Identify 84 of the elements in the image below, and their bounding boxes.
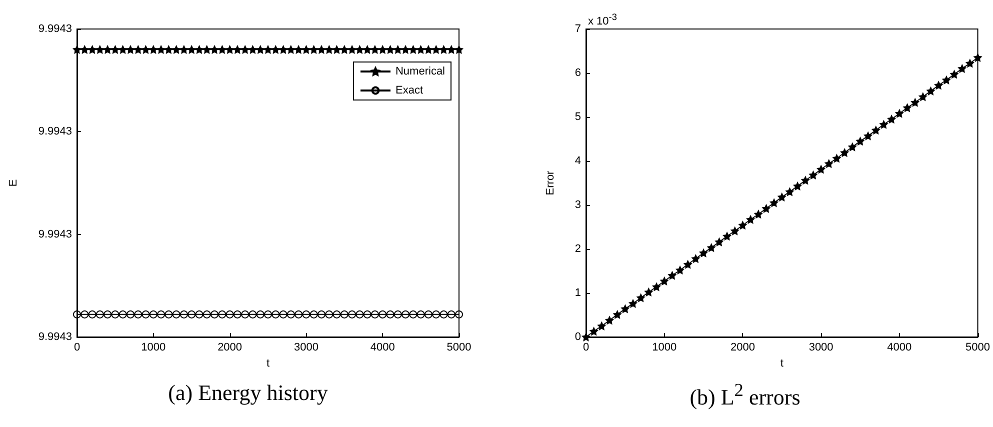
point — [590, 327, 598, 336]
x-tick-label: 4000 — [370, 342, 395, 354]
text: (a) Energy history — [167, 380, 329, 406]
point — [966, 59, 974, 68]
point — [700, 248, 708, 257]
point — [918, 92, 927, 101]
point — [848, 142, 856, 151]
y-tick-label: 9.9943 — [38, 228, 72, 240]
y-tick-label: 6 — [574, 67, 581, 79]
point — [746, 216, 755, 224]
x-tick-label: 2000 — [218, 342, 242, 354]
point — [606, 316, 614, 324]
point — [715, 238, 724, 246]
point — [692, 254, 700, 263]
point — [903, 104, 912, 112]
y-tick-label: 9.9943 — [38, 331, 72, 343]
point — [786, 188, 794, 196]
point — [676, 266, 684, 274]
y-tick-label: 3 — [574, 199, 581, 211]
point — [762, 204, 770, 213]
y-tick-label: 7 — [574, 23, 581, 35]
point — [888, 115, 896, 124]
point — [794, 182, 802, 190]
point — [730, 226, 739, 235]
point — [613, 310, 622, 319]
point — [864, 132, 872, 140]
y-tick-label: 9.9943 — [38, 126, 72, 138]
point — [738, 221, 747, 230]
point — [840, 148, 849, 157]
point — [809, 171, 818, 180]
point — [911, 98, 920, 106]
point — [778, 193, 786, 202]
point — [974, 54, 982, 62]
x-axis-title: t — [266, 357, 270, 370]
text: x 10$^{-3}$ — [588, 12, 617, 28]
y-tick-label: 4 — [574, 155, 581, 167]
point — [668, 271, 676, 280]
point — [621, 304, 630, 313]
point — [950, 70, 958, 78]
point — [723, 232, 732, 240]
x-tick-label: 1000 — [652, 342, 677, 354]
x-tick-label: 3000 — [808, 342, 834, 354]
y-tick-label: 0 — [574, 331, 581, 343]
x-tick-label: 2000 — [730, 342, 755, 354]
point — [707, 244, 716, 252]
y-axis-title: Error — [544, 170, 556, 196]
point — [684, 260, 692, 268]
point — [817, 165, 826, 174]
point — [926, 87, 935, 96]
point — [934, 81, 943, 90]
x-axis-title: t — [780, 357, 784, 370]
point — [629, 300, 638, 308]
point — [942, 76, 950, 84]
legend-label: Exact — [395, 84, 424, 96]
point — [895, 109, 904, 118]
point — [770, 198, 778, 207]
text: (b) L$^{2}$ errors — [688, 380, 802, 410]
point — [582, 333, 590, 341]
point — [660, 277, 668, 286]
point — [801, 176, 810, 184]
point — [598, 322, 606, 330]
point — [872, 126, 880, 134]
x-tick-label: 0 — [74, 342, 80, 354]
y-tick-label: 5 — [574, 111, 581, 123]
y-axis-title: E — [8, 179, 20, 187]
x-tick-label: 5000 — [966, 342, 990, 354]
point — [958, 64, 966, 73]
point — [652, 282, 661, 291]
point — [824, 160, 833, 168]
point — [644, 288, 653, 296]
point — [754, 210, 762, 218]
y-tick-label: 1 — [574, 287, 581, 299]
x-tick-label: 0 — [582, 342, 590, 354]
legend-label: Numerical — [395, 66, 446, 78]
point — [880, 120, 888, 128]
y-tick-label: 9.9943 — [38, 23, 72, 35]
x-tick-label: 1000 — [141, 342, 166, 354]
x-tick-label: 4000 — [887, 342, 912, 354]
point — [636, 294, 645, 302]
point — [832, 154, 841, 162]
x-tick-label: 3000 — [294, 342, 318, 354]
point — [856, 137, 864, 146]
x-tick-label: 5000 — [446, 342, 472, 354]
y-tick-label: 2 — [574, 243, 581, 255]
